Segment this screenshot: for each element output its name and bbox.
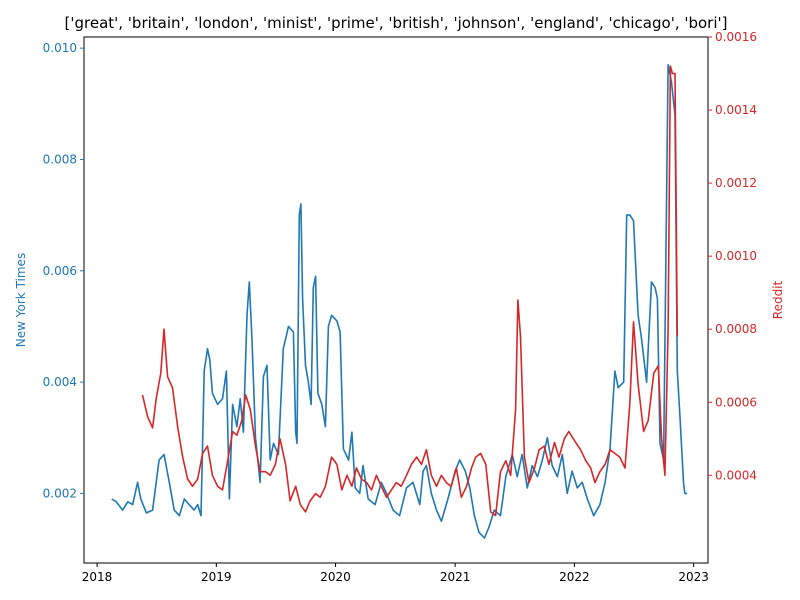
- x-tick-label: 2019: [201, 570, 232, 584]
- chart-title: ['great', 'britain', 'london', 'minist',…: [65, 14, 728, 32]
- y-right-tick-label: 0.0010: [715, 249, 757, 263]
- y-right-tick-label: 0.0016: [715, 30, 757, 44]
- y-right-axis: 0.0004 0.0006 0.0008 0.0010 0.0012 0.0014 0.00…: [708, 30, 757, 482]
- y-right-tick-label: 0.0014: [715, 103, 757, 117]
- x-tick-label: 2018: [82, 570, 113, 584]
- reddit-series-line: [141, 65, 679, 517]
- y-left-tick-label: 0.006: [43, 264, 77, 278]
- y-right-tick-label: 0.0004: [715, 468, 757, 482]
- y-right-label: Reddit: [771, 280, 785, 319]
- x-axis: 2018 2019 2020 2021 2022 2023: [82, 563, 709, 584]
- x-tick-label: 2021: [440, 570, 471, 584]
- plot-frame: [83, 36, 709, 564]
- x-tick-label: 2020: [320, 570, 351, 584]
- nyt-series-line: [111, 64, 688, 539]
- y-right-tick-label: 0.0008: [715, 322, 757, 336]
- x-tick-label: 2022: [559, 570, 590, 584]
- y-right-tick-label: 0.0012: [715, 176, 757, 190]
- series-layer: [111, 64, 688, 539]
- y-right-tick-label: 0.0006: [715, 395, 757, 409]
- y-left-label: New York Times: [14, 253, 28, 347]
- y-left-tick-label: 0.010: [43, 41, 77, 55]
- y-left-tick-label: 0.004: [43, 375, 77, 389]
- y-left-tick-label: 0.008: [43, 152, 77, 166]
- y-left-tick-label: 0.002: [43, 486, 77, 500]
- x-tick-label: 2023: [678, 570, 709, 584]
- y-left-axis: 0.002 0.004 0.006 0.008 0.010: [43, 41, 84, 500]
- plot-area: [84, 37, 708, 563]
